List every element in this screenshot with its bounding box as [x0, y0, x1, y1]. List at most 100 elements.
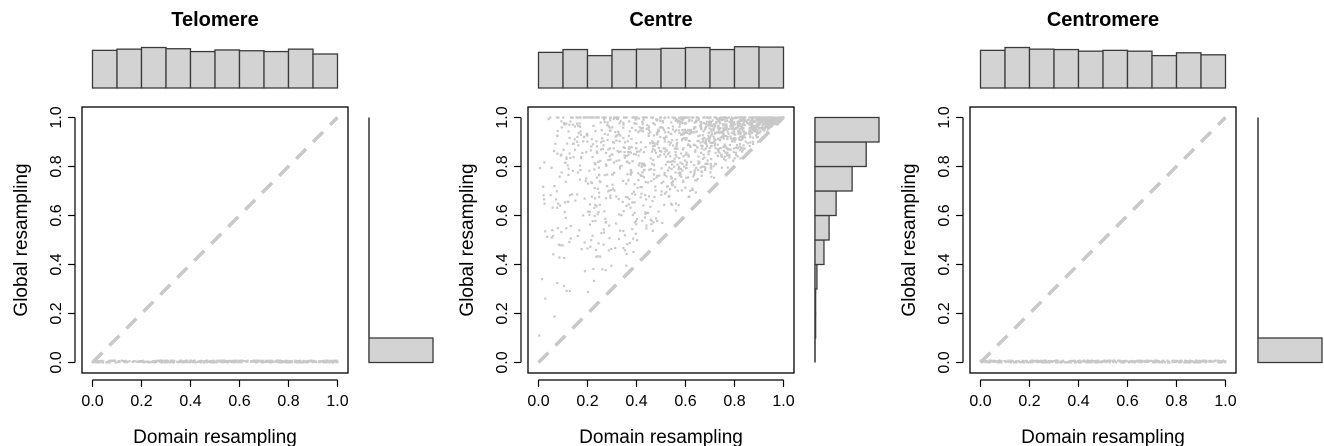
- scatter-point: [667, 126, 670, 130]
- scatter-point: [679, 117, 682, 120]
- scatter-point: [763, 129, 766, 132]
- scatter-point: [563, 256, 566, 260]
- scatter-point: [674, 202, 678, 205]
- top-histogram-bar: [1028, 48, 1055, 89]
- scatter-point: [647, 134, 650, 138]
- scatter-point: [92, 360, 95, 363]
- scatter-point: [622, 121, 625, 124]
- scatter-point: [598, 203, 601, 206]
- scatter-point: [643, 193, 647, 197]
- scatter-point: [744, 136, 747, 139]
- scatter-point: [704, 123, 708, 126]
- scatter-point: [1094, 359, 1097, 363]
- chart-title: Telomere: [171, 9, 258, 31]
- scatter-point: [558, 204, 562, 207]
- scatter-point: [605, 164, 608, 167]
- scatter-point: [771, 116, 774, 119]
- scatter-point: [760, 127, 763, 130]
- scatter-point: [726, 119, 729, 123]
- scatter-point: [643, 216, 647, 219]
- y-tick-label: 0.6: [936, 204, 953, 226]
- scatter-point: [576, 116, 579, 119]
- scatter-point: [644, 181, 647, 184]
- scatter-point: [729, 135, 732, 138]
- scatter-point: [663, 140, 666, 143]
- right-histogram-bar: [814, 214, 830, 241]
- scatter-point: [597, 160, 600, 163]
- scatter-point: [668, 151, 671, 154]
- scatter-point: [717, 148, 720, 151]
- reference-line: [91, 116, 339, 364]
- scatter-point: [602, 228, 605, 231]
- scatter-point: [638, 162, 641, 165]
- scatter-point: [580, 155, 583, 159]
- scatter-point: [313, 359, 316, 363]
- scatter-point: [155, 359, 158, 362]
- scatter-point: [576, 193, 579, 196]
- scatter-point: [703, 148, 706, 151]
- scatter-point: [585, 151, 588, 154]
- scatter-point: [656, 130, 660, 133]
- scatter-point: [1176, 360, 1179, 363]
- scatter-point: [650, 223, 653, 226]
- scatter-point: [730, 140, 734, 143]
- top-histogram-bar: [537, 51, 564, 89]
- scatter-point: [562, 148, 565, 151]
- scatter-point: [1000, 361, 1003, 364]
- scatter-point: [684, 186, 687, 189]
- scatter-point: [763, 127, 767, 130]
- scatter-point: [1046, 361, 1049, 364]
- top-histogram-bar: [758, 46, 785, 89]
- scatter-point: [679, 172, 682, 176]
- scatter-point: [710, 133, 714, 136]
- scatter-point: [672, 180, 675, 183]
- scatter-point: [707, 131, 711, 134]
- scatter-point: [632, 250, 635, 254]
- scatter-point: [211, 359, 214, 362]
- scatter-point: [163, 359, 166, 362]
- scatter-point: [1178, 360, 1182, 363]
- scatter-point: [642, 176, 646, 179]
- scatter-point: [192, 361, 195, 364]
- y-tick-label: 0.8: [48, 155, 65, 177]
- scatter-point: [583, 197, 586, 200]
- scatter-point: [756, 132, 759, 136]
- scatter-point: [165, 359, 168, 362]
- scatter-point: [647, 132, 650, 135]
- scatter-point: [679, 123, 682, 126]
- scatter-point: [610, 264, 613, 267]
- scatter-point: [608, 237, 611, 240]
- scatter-point: [683, 116, 686, 119]
- scatter-point: [603, 210, 606, 213]
- scatter-point: [708, 150, 711, 153]
- scatter-point: [692, 175, 695, 178]
- scatter-point: [642, 151, 645, 154]
- scatter-point: [709, 136, 712, 139]
- scatter-point: [1021, 359, 1024, 362]
- scatter-point: [603, 116, 606, 119]
- scatter-point: [561, 244, 564, 247]
- scatter-point: [556, 281, 559, 285]
- scatter-point: [709, 164, 712, 167]
- scatter-point: [697, 139, 700, 143]
- top-histogram-bar: [1200, 54, 1227, 89]
- scatter-point: [597, 166, 600, 169]
- scatter-point: [681, 162, 684, 165]
- scatter-point: [298, 360, 301, 363]
- scatter-point: [741, 125, 744, 129]
- scatter-point: [575, 122, 578, 125]
- scatter-point: [584, 179, 587, 183]
- scatter-point: [994, 360, 998, 363]
- scatter-point: [723, 116, 726, 119]
- x-tick-label: 1.0: [1214, 393, 1236, 410]
- scatter-point: [605, 185, 609, 188]
- scatter-point: [761, 124, 764, 127]
- scatter-point: [608, 126, 611, 129]
- scatter-point: [767, 121, 770, 125]
- top-histogram-bar: [1004, 46, 1031, 89]
- scatter-point: [682, 132, 685, 136]
- y-tick-label: 0.8: [494, 155, 511, 177]
- scatter-point: [648, 168, 651, 171]
- scatter-point: [640, 174, 643, 177]
- scatter-point: [679, 167, 682, 171]
